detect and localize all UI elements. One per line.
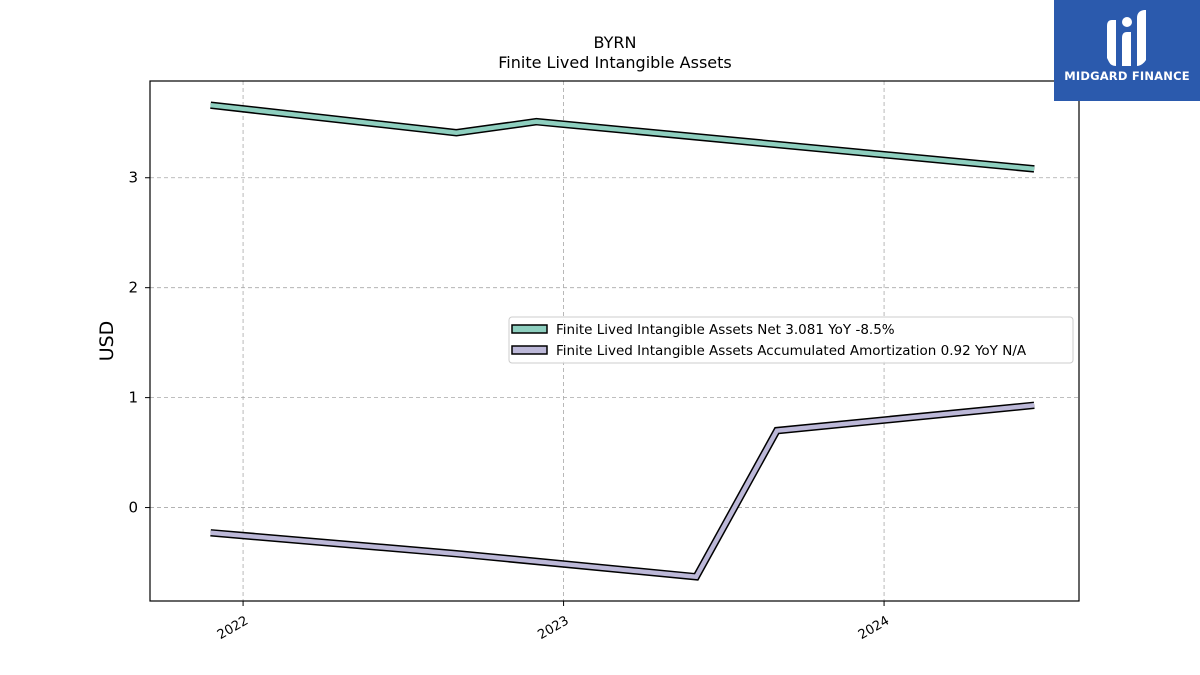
legend-entry-2: Finite Lived Intangible Assets Accumulat… bbox=[556, 343, 1027, 359]
legend-swatch-1 bbox=[511, 324, 548, 334]
x-tick-label: 2022 bbox=[215, 613, 251, 643]
chart-subtitle: Finite Lived Intangible Assets bbox=[498, 53, 731, 72]
legend-swatch-2 bbox=[511, 345, 548, 355]
legend-box bbox=[508, 316, 1074, 364]
plot-frame bbox=[149, 80, 1080, 602]
x-tick-label: 2023 bbox=[535, 613, 571, 643]
chart-title: BYRN bbox=[594, 33, 637, 52]
y-axis-label: USD bbox=[96, 321, 118, 362]
legend: Finite Lived Intangible Assets Net 3.081… bbox=[508, 316, 1074, 364]
series-layer bbox=[210, 101, 1035, 581]
brand-logo: MIDGARD FINANCE bbox=[1054, 0, 1200, 101]
y-tick-label: 3 bbox=[128, 169, 138, 187]
x-tick-label: 2024 bbox=[856, 613, 892, 643]
series-line-1 bbox=[210, 102, 1035, 172]
y-tick-label: 2 bbox=[128, 279, 138, 297]
midgard-logo-icon bbox=[1107, 10, 1146, 66]
series-line-2 bbox=[210, 403, 1035, 580]
brand-name: MIDGARD FINANCE bbox=[1064, 69, 1190, 83]
y-tick-label: 1 bbox=[128, 389, 138, 407]
legend-entry-1: Finite Lived Intangible Assets Net 3.081… bbox=[556, 322, 895, 338]
y-tick-label: 0 bbox=[128, 499, 138, 517]
series-outline-2 bbox=[210, 401, 1035, 581]
